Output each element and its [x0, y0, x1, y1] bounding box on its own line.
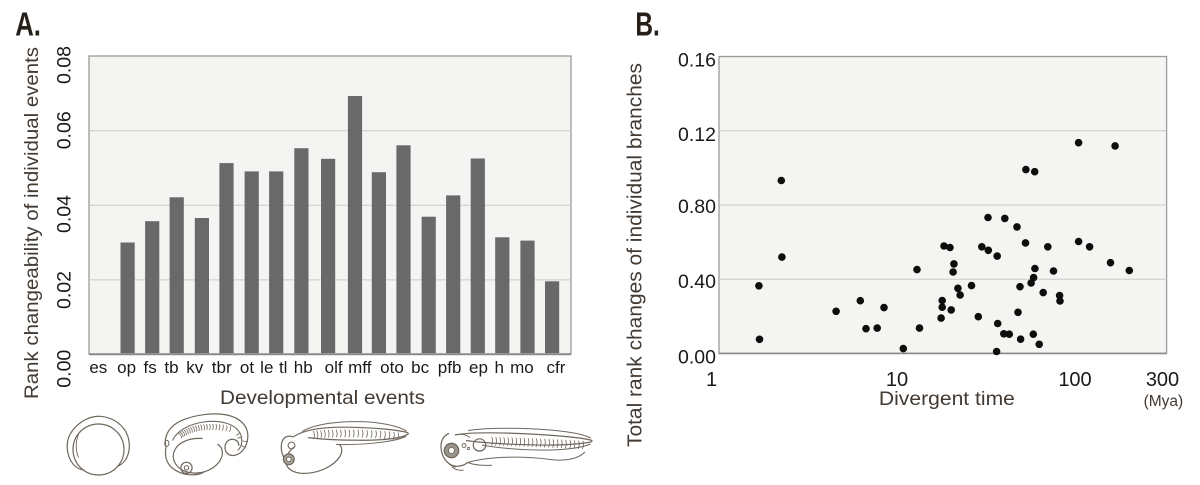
- svg-text:pfb: pfb: [438, 358, 462, 377]
- svg-text:0.12: 0.12: [678, 124, 716, 146]
- svg-text:hb: hb: [294, 358, 313, 377]
- svg-text:oto: oto: [380, 358, 404, 377]
- svg-text:ot: ot: [240, 358, 254, 377]
- svg-text:0.00: 0.00: [678, 347, 716, 369]
- svg-text:es: es: [89, 358, 107, 377]
- svg-text:h: h: [494, 358, 503, 377]
- svg-text:ep: ep: [469, 358, 488, 377]
- svg-text:kv: kv: [186, 358, 204, 377]
- svg-text:0.16: 0.16: [678, 50, 716, 72]
- svg-text:A.: A.: [15, 7, 41, 44]
- svg-text:0.02: 0.02: [54, 271, 76, 309]
- svg-text:Developmental events: Developmental events: [220, 387, 425, 409]
- svg-text:0.04: 0.04: [54, 195, 76, 233]
- svg-text:tb: tb: [164, 358, 178, 377]
- svg-text:mo: mo: [510, 358, 534, 377]
- svg-text:0.06: 0.06: [54, 111, 76, 149]
- svg-text:cfr: cfr: [547, 358, 566, 377]
- svg-text:(Mya): (Mya): [1144, 393, 1184, 410]
- svg-text:bc: bc: [411, 358, 429, 377]
- svg-text:0.40: 0.40: [678, 271, 716, 293]
- svg-text:10: 10: [886, 369, 908, 391]
- svg-text:mff: mff: [348, 358, 372, 377]
- svg-text:tbr: tbr: [212, 358, 232, 377]
- svg-text:100: 100: [1058, 369, 1091, 391]
- svg-text:tl: tl: [279, 358, 288, 377]
- svg-text:1: 1: [706, 369, 717, 391]
- svg-text:B.: B.: [635, 7, 659, 43]
- svg-text:Rank changeability of individu: Rank changeability of individual events: [21, 47, 43, 399]
- svg-text:op: op: [117, 358, 136, 377]
- svg-text:0.00: 0.00: [54, 350, 76, 388]
- svg-text:fs: fs: [143, 358, 156, 377]
- svg-text:0.80: 0.80: [678, 196, 716, 218]
- svg-text:le: le: [260, 358, 273, 377]
- svg-text:300: 300: [1146, 369, 1179, 391]
- svg-text:olf: olf: [325, 358, 343, 377]
- svg-text:Divergent time: Divergent time: [879, 388, 1015, 410]
- svg-text:Total rank changes of individu: Total rank changes of individual branche…: [625, 63, 647, 447]
- svg-text:0.08: 0.08: [54, 46, 76, 84]
